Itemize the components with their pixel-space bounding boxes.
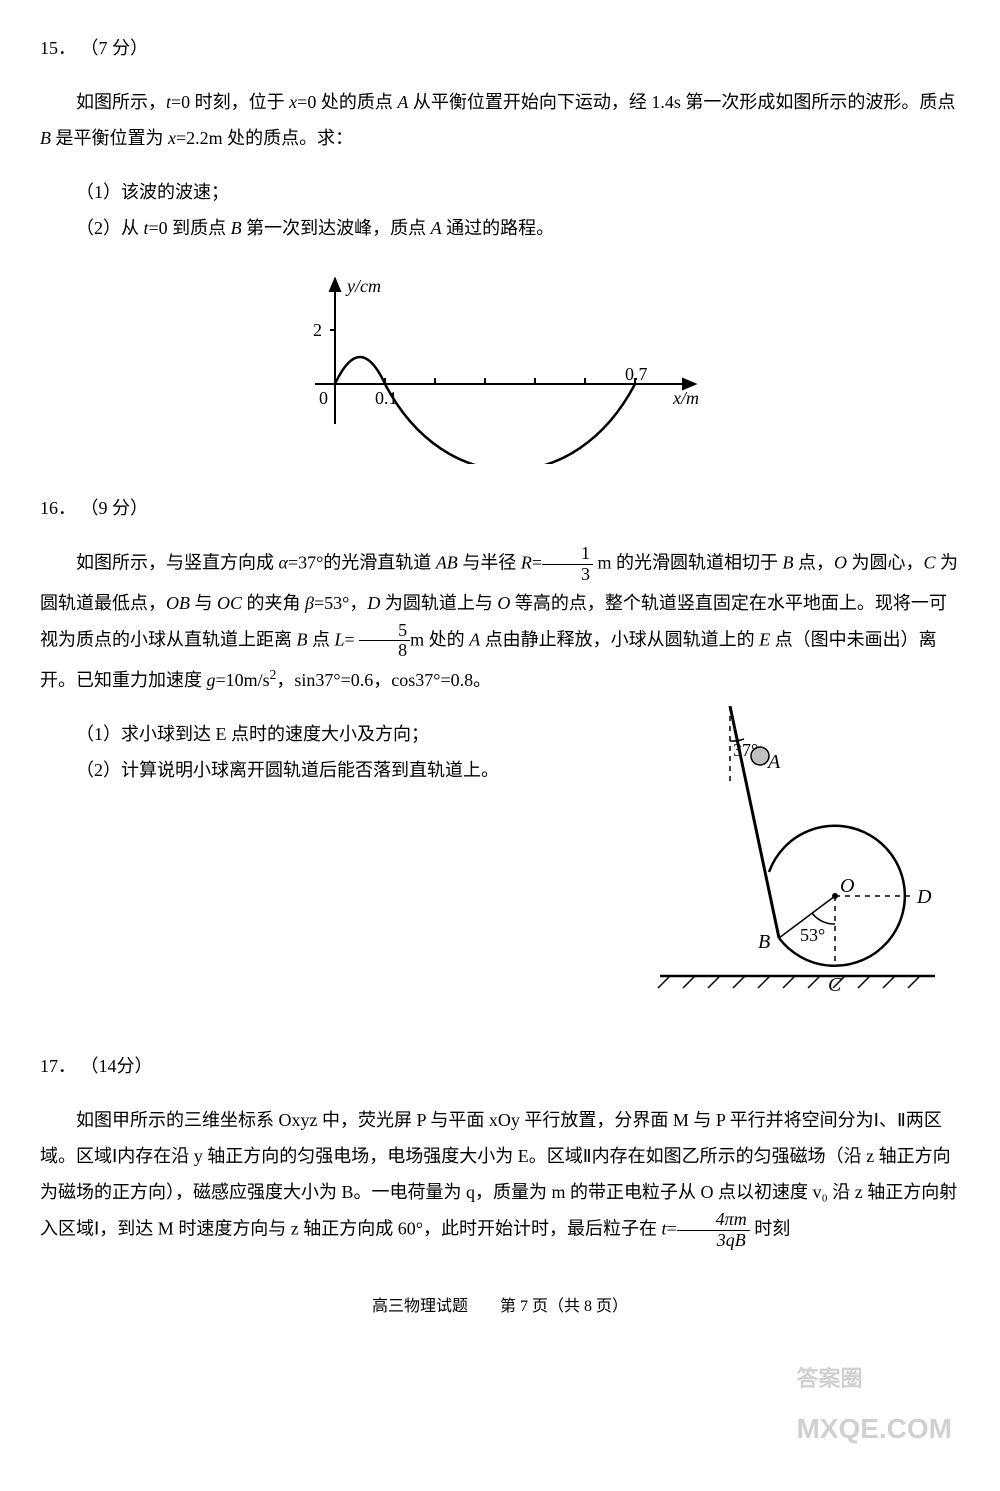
var-B: B (231, 218, 242, 238)
q17-body: 如图甲所示的三维坐标系 Oxyz 中，荧光屏 P 与平面 xOy 平行放置，分界… (40, 1102, 960, 1251)
den: 8 (359, 641, 410, 661)
q15-figure: y/cm x/m 2 0 0.1 0.7 (40, 254, 960, 476)
t: 点 (308, 629, 335, 649)
num: 1 (542, 544, 593, 565)
q16-block: 如图所示，与竖直方向成 α=37°的光滑直轨道 AB 与半径 R=13 m 的光… (40, 544, 960, 1038)
var-A: A (431, 218, 442, 238)
x-tick-2: 0.7 (625, 364, 648, 384)
var-E: E (759, 629, 770, 649)
t: =53°， (314, 593, 367, 613)
frac-4pim-3qb: 4πm3qB (677, 1210, 750, 1251)
t: 第一次到达波峰，质点 (242, 218, 431, 238)
origin: 0 (319, 388, 328, 408)
q17-header: 17． （14分） (40, 1048, 960, 1084)
angle-53: 53° (800, 925, 825, 945)
t: 的夹角 (242, 593, 305, 613)
label-D: D (916, 886, 932, 908)
var-R: R (521, 552, 532, 572)
var-beta: β (305, 593, 314, 613)
watermark: 答案圈 MXQE.COM (796, 1357, 952, 1457)
page-footer: 高三物理试题 第 7 页（共 8 页） (40, 1291, 960, 1323)
num: 4πm (677, 1210, 750, 1231)
t: 通过的路程。 (442, 218, 555, 238)
page: 15． （7 分） 如图所示，t=0 时刻，位于 x=0 处的质点 A 从平衡位… (40, 30, 960, 1461)
wave-svg: y/cm x/m 2 0 0.1 0.7 (275, 254, 725, 464)
angle-37: 37° (733, 740, 758, 760)
t: 点， (793, 552, 834, 572)
y-label: y/cm (345, 276, 381, 296)
frac-5-8: 58 (359, 621, 410, 662)
q16-body: 如图所示，与竖直方向成 α=37°的光滑直轨道 AB 与半径 R=13 m 的光… (40, 544, 960, 698)
q15-body: 如图所示，t=0 时刻，位于 x=0 处的质点 A 从平衡位置开始向下运动，经 … (40, 84, 960, 156)
var-C: C (923, 552, 935, 572)
t: （1）求小球到达 E 点时的速度大小及方向； (76, 724, 429, 744)
den: 3qB (677, 1231, 750, 1251)
label-A: A (766, 751, 781, 773)
var-D: D (367, 593, 380, 613)
t: 点由静止释放，小球从圆轨道上的 (480, 629, 759, 649)
var-OC: OC (217, 593, 242, 613)
wm-url: MXQE.COM (796, 1401, 952, 1457)
var-t: t (662, 1219, 667, 1239)
var-x: x (289, 92, 297, 112)
frac-1-3: 13 (542, 544, 593, 585)
t: m 处的 (410, 629, 469, 649)
label-O: O (840, 875, 854, 897)
var-L: L (335, 629, 345, 649)
t: =37°的光滑直轨道 (288, 552, 436, 572)
q15-header: 15． （7 分） (40, 30, 960, 66)
t: =10m/s (216, 670, 270, 690)
t: （2）从 (76, 218, 144, 238)
t: 从平衡位置开始向下运动，经 1.4s 第一次形成如图所示的波形。质点 (408, 92, 955, 112)
x-tick-1: 0.1 (375, 388, 398, 408)
var-B: B (40, 128, 51, 148)
num: 5 (359, 621, 410, 642)
var-x: x (168, 128, 176, 148)
t: =0 时刻，位于 (171, 92, 289, 112)
var-O: O (834, 552, 847, 572)
label-B: B (758, 931, 770, 953)
t: m 的光滑圆轨道相切于 (597, 552, 782, 572)
var-OB: OB (166, 593, 190, 613)
y-tick-2: 2 (313, 320, 322, 340)
var-A: A (469, 629, 480, 649)
t: 如图所示，与竖直方向成 (76, 552, 279, 572)
t: 如图甲所示的三维坐标系 Oxyz 中，荧光屏 P 与平面 xOy 平行放置，分界… (40, 1110, 957, 1238)
track-svg: 37° 53° A B C D O (640, 686, 940, 1006)
q16-figure: 37° 53° A B C D O (640, 686, 940, 1018)
q16-header: 16． （9 分） (40, 490, 960, 526)
t: （2）计算说明小球离开圆轨道后能否落到直轨道上。 (76, 760, 499, 780)
var-B: B (297, 629, 308, 649)
var-B: B (782, 552, 793, 572)
t: ，sin37°=0.6，cos37°=0.8。 (276, 670, 491, 690)
label-C: C (828, 974, 842, 996)
t: =0 处的质点 (297, 92, 397, 112)
q15-sub1: （1）该波的波速； (40, 174, 960, 210)
t: =0 到质点 (149, 218, 231, 238)
q15-sub2: （2）从 t=0 到质点 B 第一次到达波峰，质点 A 通过的路程。 (40, 210, 960, 246)
t: 时刻 (750, 1219, 791, 1239)
var-A: A (397, 92, 408, 112)
t: 与半径 (458, 552, 521, 572)
var-O: O (497, 593, 510, 613)
t: 如图所示， (76, 92, 166, 112)
t: =2.2m 处的质点。求： (176, 128, 353, 148)
var-g: g (207, 670, 216, 690)
var-alpha: α (279, 552, 288, 572)
t: 与 (190, 593, 217, 613)
t: 为圆轨道上与 (380, 593, 497, 613)
t: 是平衡位置为 (51, 128, 168, 148)
den: 3 (542, 565, 593, 585)
x-label: x/m (672, 388, 699, 408)
var-AB: AB (436, 552, 458, 572)
t: 为圆心， (847, 552, 924, 572)
